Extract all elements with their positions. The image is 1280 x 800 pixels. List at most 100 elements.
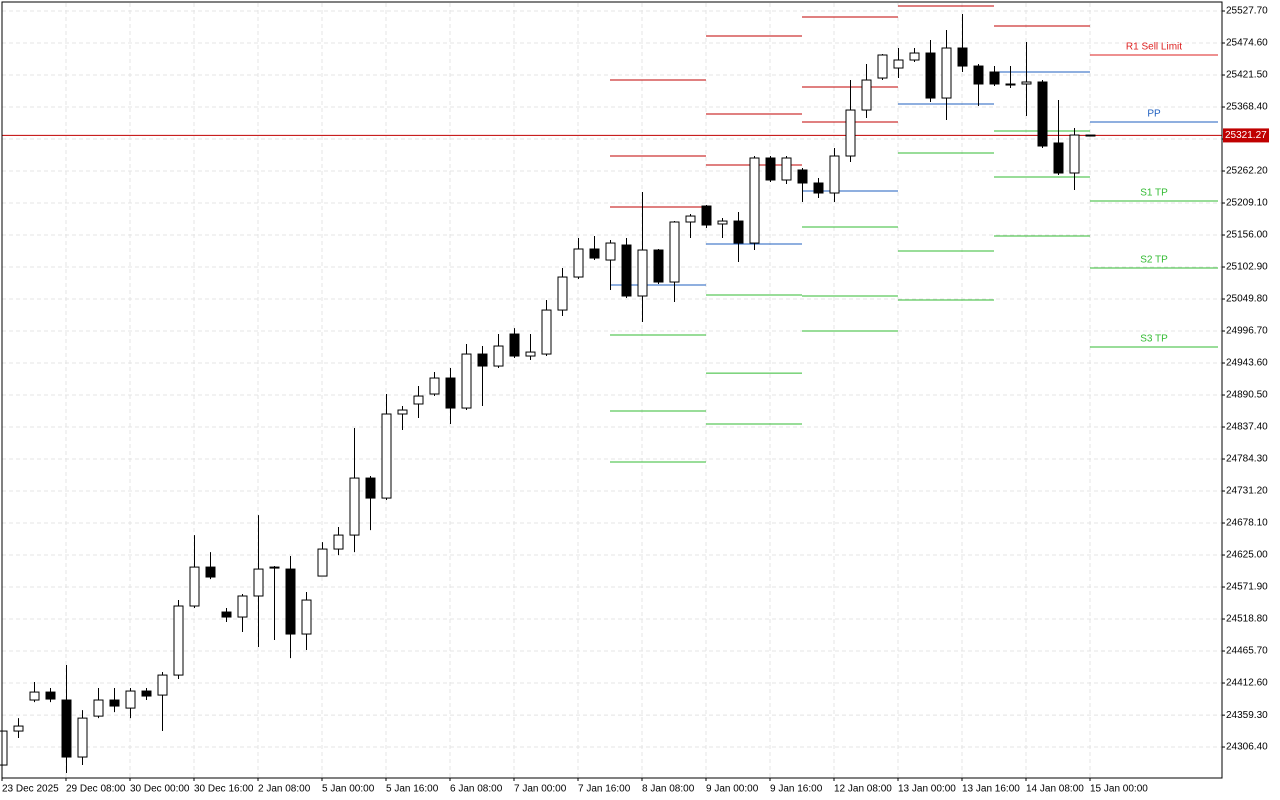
candle-body	[237, 595, 248, 618]
candle-body	[925, 52, 936, 99]
x-tick-label: 5 Jan 16:00	[386, 784, 439, 795]
candle-body	[989, 71, 1000, 85]
x-tick-label: 8 Jan 08:00	[642, 784, 695, 795]
candle-body	[173, 605, 184, 676]
candle-body	[93, 699, 104, 717]
y-tick-label: 24678.10	[1226, 518, 1268, 529]
y-tick-label: 24837.40	[1226, 422, 1268, 433]
y-tick-label: 24625.00	[1226, 550, 1268, 561]
candle-body	[45, 691, 56, 700]
candle-body	[685, 215, 696, 223]
candle-body	[557, 276, 568, 311]
candle-body	[253, 568, 264, 597]
candle-body	[269, 566, 280, 569]
candle-body	[285, 568, 296, 635]
y-tick-label: 24731.20	[1226, 486, 1268, 497]
x-tick-label: 23 Dec 2025	[2, 784, 59, 795]
x-tick-label: 12 Jan 08:00	[834, 784, 892, 795]
x-tick-label: 29 Dec 08:00	[66, 784, 126, 795]
candle-body	[669, 221, 680, 283]
y-tick-label: 24465.70	[1226, 646, 1268, 657]
candle-body	[413, 395, 424, 405]
y-tick-label: 25156.00	[1226, 230, 1268, 241]
candle-body	[189, 566, 200, 607]
y-tick-label: 24784.30	[1226, 454, 1268, 465]
candle-body	[1021, 81, 1032, 85]
candle-body	[509, 333, 520, 357]
candle-body	[541, 309, 552, 355]
candle-body	[733, 220, 744, 244]
x-tick-label: 13 Jan 00:00	[898, 784, 956, 795]
y-tick-label: 25421.50	[1226, 70, 1268, 81]
y-tick-label: 24359.30	[1226, 710, 1268, 721]
candle-body	[397, 409, 408, 415]
x-tick-label: 9 Jan 16:00	[770, 784, 823, 795]
current-price-label: 25321.27	[1225, 130, 1267, 141]
candle-body	[125, 690, 136, 709]
y-tick-label: 24943.60	[1226, 358, 1268, 369]
candle-body	[333, 534, 344, 550]
candle-body	[701, 205, 712, 226]
x-tick-label: 7 Jan 16:00	[578, 784, 631, 795]
x-tick-label: 14 Jan 08:00	[1026, 784, 1084, 795]
x-tick-label: 30 Dec 16:00	[194, 784, 254, 795]
candle-body	[973, 65, 984, 85]
candle-body	[797, 169, 808, 184]
candle-body	[861, 79, 872, 111]
x-tick-label: 30 Dec 00:00	[130, 784, 190, 795]
candle-body	[621, 244, 632, 297]
candle-body	[749, 157, 760, 244]
candle-body	[717, 220, 728, 225]
candle-body	[0, 730, 8, 766]
x-tick-label: 9 Jan 00:00	[706, 784, 759, 795]
candle-body	[845, 109, 856, 157]
candle-body	[445, 377, 456, 409]
y-tick-label: 25049.80	[1226, 294, 1268, 305]
candle-body	[1069, 134, 1080, 174]
y-tick-label: 25527.70	[1226, 6, 1268, 17]
candle-body	[317, 548, 328, 577]
y-tick-label: 24412.60	[1226, 678, 1268, 689]
candle-body	[493, 345, 504, 367]
candle-body	[829, 155, 840, 194]
candle-body	[429, 377, 440, 395]
candle-body	[957, 47, 968, 67]
candle-body	[13, 725, 24, 732]
candle-body	[589, 248, 600, 259]
candle-body	[141, 690, 152, 697]
level-label: R1 Sell Limit	[1126, 42, 1182, 53]
y-tick-label: 24306.40	[1226, 742, 1268, 753]
candle-body	[653, 249, 664, 283]
candle-body	[109, 699, 120, 707]
level-label: S3 TP	[1140, 334, 1168, 345]
candle-body	[349, 477, 360, 536]
candle-body	[573, 248, 584, 278]
candle-body	[365, 477, 376, 499]
candle-body	[461, 353, 472, 409]
candle-body	[877, 54, 888, 79]
x-tick-label: 13 Jan 16:00	[962, 784, 1020, 795]
candle-body	[525, 351, 536, 357]
y-tick-label: 24518.80	[1226, 614, 1268, 625]
candle-body	[477, 353, 488, 367]
plot-frame	[1, 1, 1223, 779]
current-price-tag	[1223, 128, 1269, 143]
level-label: S1 TP	[1140, 188, 1168, 199]
candle-body	[1037, 81, 1048, 147]
candle-body	[29, 691, 40, 701]
y-tick-label: 25474.60	[1226, 38, 1268, 49]
y-tick-label: 24571.90	[1226, 582, 1268, 593]
x-tick-label: 7 Jan 00:00	[514, 784, 567, 795]
candle-body	[893, 59, 904, 69]
candle-body	[605, 242, 616, 261]
candle-body	[205, 566, 216, 578]
candle-body	[765, 157, 776, 181]
candle-body	[637, 249, 648, 297]
y-tick-label: 25262.20	[1226, 166, 1268, 177]
y-tick-label: 25368.40	[1226, 102, 1268, 113]
y-tick-label: 25209.10	[1226, 198, 1268, 209]
candle-body	[781, 157, 792, 181]
candle-body	[221, 611, 232, 618]
